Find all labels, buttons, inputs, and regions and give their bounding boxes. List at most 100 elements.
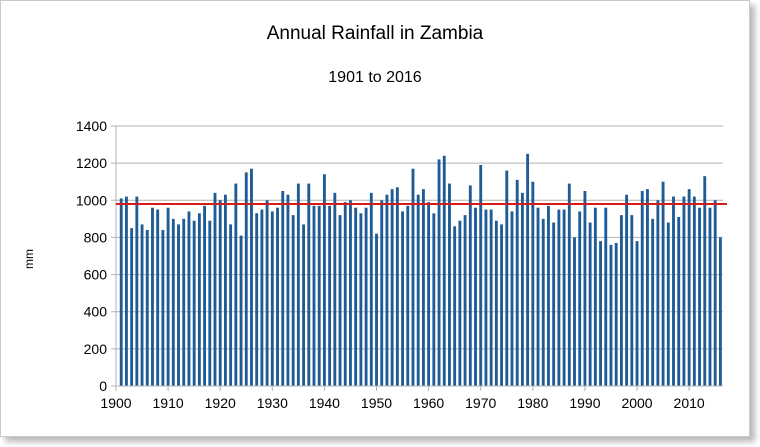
chart-frame: Annual Rainfall in Zambia 1901 to 2016 m… [0,0,750,437]
rainfall-bar [526,153,530,386]
rainfall-bar [562,209,566,386]
rainfall-bar [505,170,509,386]
rainfall-bar [281,191,285,386]
rainfall-bar [156,209,160,386]
rainfall-bar [390,189,394,386]
rainfall-bar [536,207,540,386]
rainfall-bar [552,222,556,386]
rainfall-bar [567,183,571,386]
rainfall-bar [364,207,368,386]
rainfall-bar [380,200,384,386]
rainfall-bar [244,172,248,386]
rainfall-bar [291,215,295,386]
rainfall-bar [265,200,269,386]
y-tick-label: 200 [84,341,108,357]
rainfall-bar [286,194,290,386]
x-tick-label: 1900 [100,395,131,411]
rainfall-bar [713,200,717,386]
rainfall-bar [432,213,436,386]
x-tick-label: 1950 [361,395,392,411]
rainfall-bar [547,205,550,386]
rainfall-bar [510,211,514,386]
rainfall-bar [182,218,186,386]
rainfall-bar [614,243,618,386]
rainfall-bar [515,179,519,386]
rainfall-bar [578,211,582,386]
rainfall-bar [646,189,649,386]
rainfall-bar [416,194,420,386]
rainfall-bar [151,207,154,386]
rainfall-bar [463,215,467,386]
y-tick-label: 600 [84,267,108,283]
rainfall-bar [494,220,498,386]
rainfall-bar [427,202,431,386]
x-tick-label: 2010 [674,395,705,411]
rainfall-bar [635,241,639,386]
rainfall-bar [421,189,425,386]
rainfall-bar [489,209,493,386]
y-tick-label: 1200 [76,155,107,171]
rainfall-bar [276,207,279,386]
rainfall-bar [333,192,337,386]
rainfall-bar [375,233,378,386]
rainfall-bar [531,181,535,386]
rainfall-bar [677,217,681,386]
rainfall-bar [672,196,675,386]
rainfall-bar [239,235,243,386]
x-tick-label: 1930 [257,395,288,411]
rainfall-bar [698,207,701,386]
rainfall-bar [270,211,274,386]
rainfall-bar [343,202,347,386]
rainfall-bar [666,222,670,386]
rainfall-bar [484,209,488,386]
rainfall-bar [385,194,389,386]
rainfall-bar [171,218,175,386]
rainfall-bar [599,241,602,386]
rainfall-bar [354,207,358,386]
rainfall-bar [369,192,373,386]
rainfall-bar [630,215,634,386]
rainfall-bar [322,174,326,386]
rainfall-bar [651,218,655,386]
rainfall-bar [625,194,629,386]
rainfall-bar [213,192,217,386]
rainfall-bar [609,244,613,386]
rainfall-bar [682,196,686,386]
rainfall-bar [119,198,123,386]
x-tick-label: 1990 [569,395,600,411]
rainfall-bar [593,207,597,386]
rainfall-bar [187,211,191,386]
rainfall-bar [437,159,441,386]
rainfall-bar [130,228,134,386]
rainfall-bar [124,196,128,386]
rainfall-bar [520,192,524,386]
rainfall-bar [349,200,352,386]
y-tick-label: 1400 [76,118,107,134]
rainfall-bar [474,207,477,386]
x-tick-label: 1910 [153,395,184,411]
chart-title: Annual Rainfall in Zambia [266,23,484,44]
rainfall-bar [692,196,696,386]
rainfall-bar [359,213,363,386]
rainfall-bar [234,183,238,386]
rainfall-bar [619,215,623,386]
x-tick-label: 1920 [205,395,236,411]
rainfall-bar [468,185,472,386]
y-tick-label: 1000 [76,192,107,208]
rainfall-bar [557,209,561,386]
rainfall-bar [703,176,707,386]
rainfall-bar [583,191,587,386]
rainfall-bar [448,183,451,386]
rainfall-bar [192,220,196,386]
rainfall-bar [312,205,316,386]
rainfall-bar [218,200,222,386]
rainfall-bar [656,200,660,386]
rainfall-bar [411,168,415,386]
y-tick-label: 400 [84,304,108,320]
rainfall-bar [661,181,665,386]
rainfall-bar [718,237,722,386]
rainfall-bar [604,207,608,386]
rainfall-bar [338,215,342,386]
rainfall-bar [458,220,462,386]
y-tick-label: 0 [99,378,107,394]
